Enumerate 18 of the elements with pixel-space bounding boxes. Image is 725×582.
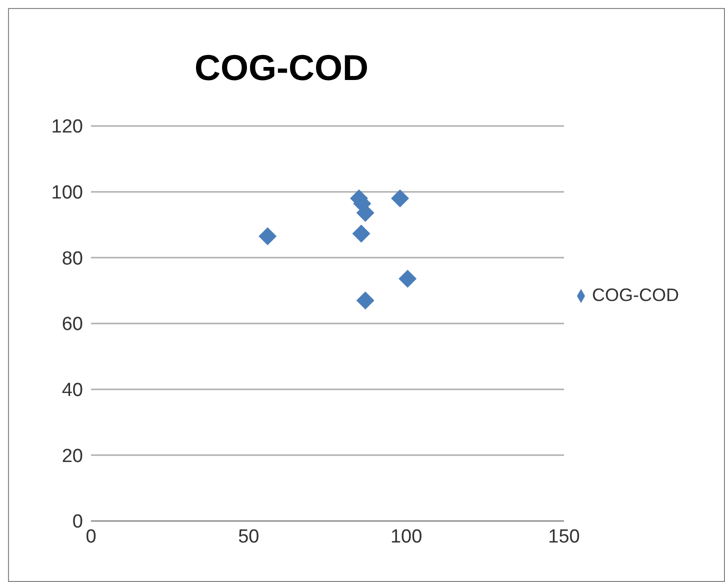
chart-title: COG-COD — [194, 47, 370, 89]
x-tick-label: 0 — [86, 526, 96, 548]
point — [258, 227, 277, 246]
point — [398, 270, 417, 288]
x-tick-label: 50 — [238, 526, 260, 548]
y-tick-label: 80 — [62, 248, 83, 270]
y-tick-label: 20 — [62, 446, 83, 467]
point — [352, 224, 370, 243]
y-tick-label: 120 — [51, 116, 83, 138]
y-tick-label: 60 — [62, 314, 83, 336]
x-tick-label: 150 — [548, 526, 580, 548]
x-tick-label: 100 — [390, 526, 422, 548]
y-tick-label: 0 — [72, 512, 83, 533]
y-tick-label: 40 — [62, 380, 83, 402]
point — [391, 189, 410, 208]
point — [356, 291, 374, 310]
legend-label: COG-COD — [592, 284, 679, 304]
y-tick-label: 100 — [51, 182, 83, 204]
